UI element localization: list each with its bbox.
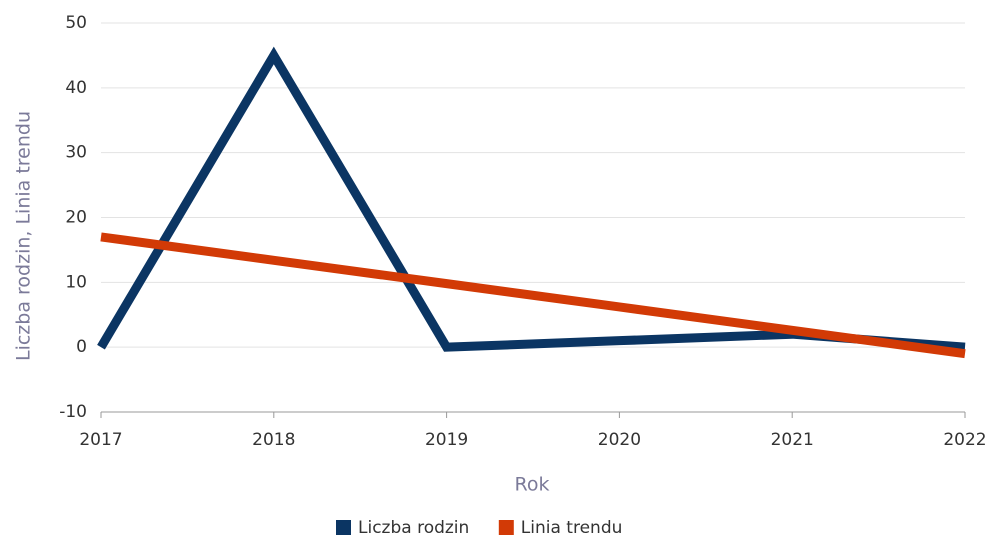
- x-tick-label: 2017: [79, 430, 122, 450]
- x-axis-title: Rok: [515, 474, 550, 496]
- y-tick-label: 10: [65, 272, 87, 292]
- y-tick-label: 50: [65, 13, 87, 33]
- x-tick-label: 2022: [943, 430, 986, 450]
- y-axis-title: Liczba rodzin, Linia trendu: [13, 111, 35, 361]
- series-line: [100, 232, 966, 359]
- legend-swatch: [498, 520, 514, 535]
- x-tick-label: 2020: [598, 430, 641, 450]
- x-tick-label: 2021: [771, 430, 814, 450]
- y-tick-label: 30: [65, 143, 87, 163]
- x-tick-label: 2018: [252, 430, 295, 450]
- series-line: [97, 46, 966, 352]
- x-tick-label: 2019: [425, 430, 468, 450]
- y-tick-label: 20: [65, 208, 87, 228]
- legend-label: Linia trendu: [521, 518, 623, 538]
- y-tick-label: 0: [76, 337, 87, 357]
- y-tick-label: -10: [59, 402, 87, 422]
- y-tick-label: 40: [65, 78, 87, 98]
- legend-label: Liczba rodzin: [358, 518, 469, 538]
- legend-swatch: [336, 520, 351, 535]
